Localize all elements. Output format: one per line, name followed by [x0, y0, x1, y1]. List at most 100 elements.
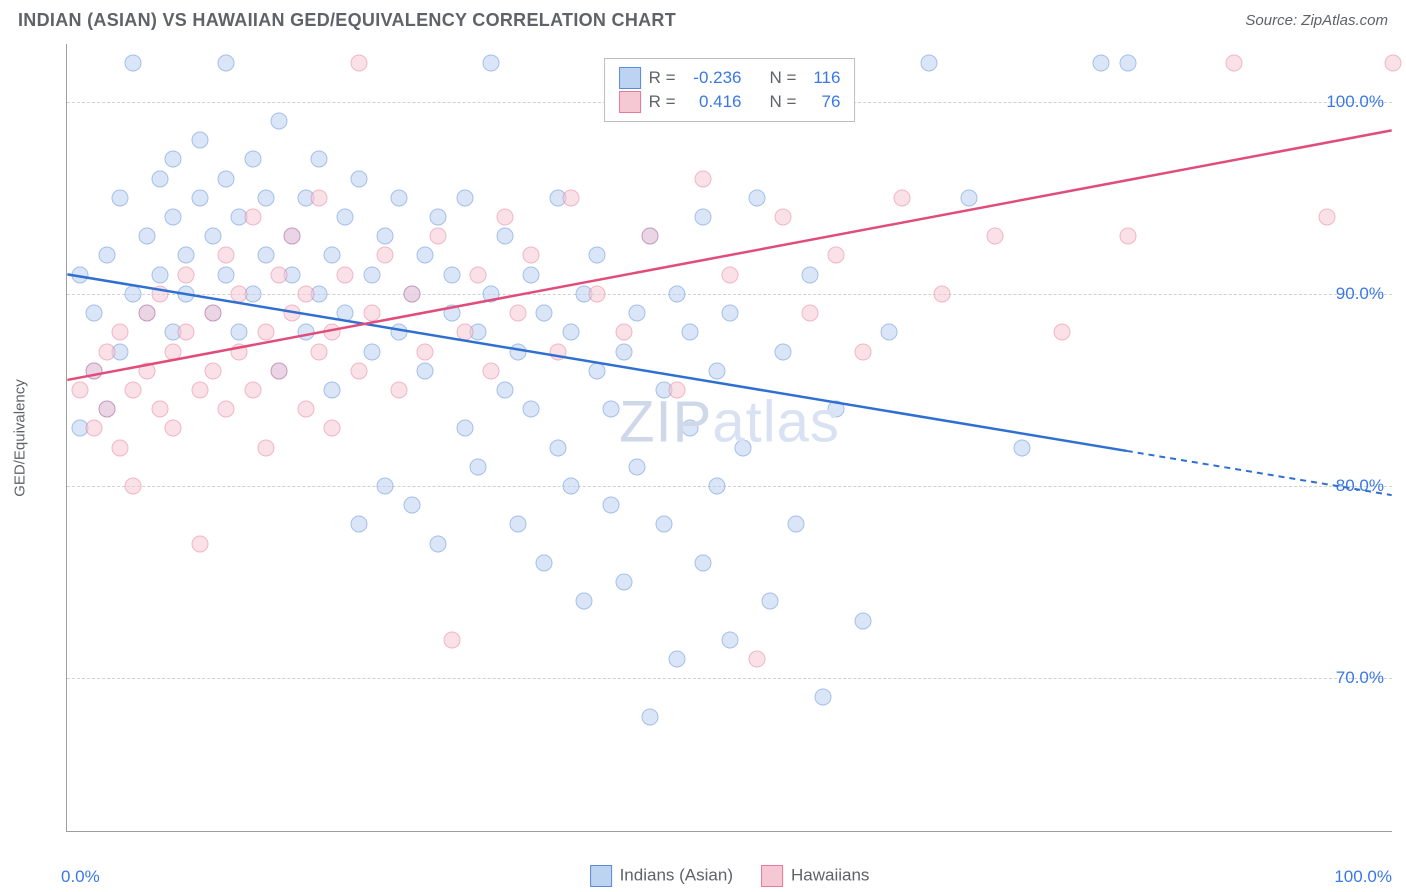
data-point	[151, 170, 168, 187]
data-point	[536, 554, 553, 571]
data-point	[549, 343, 566, 360]
data-point	[682, 324, 699, 341]
data-point	[668, 381, 685, 398]
x-tick-label: 0.0%	[61, 867, 100, 887]
data-point	[430, 535, 447, 552]
data-point	[708, 478, 725, 495]
data-point	[271, 112, 288, 129]
source-label: Source: ZipAtlas.com	[1245, 12, 1388, 29]
data-point	[509, 305, 526, 322]
data-point	[257, 189, 274, 206]
data-point	[722, 305, 739, 322]
data-point	[682, 420, 699, 437]
data-point	[72, 381, 89, 398]
data-point	[204, 228, 221, 245]
data-point	[536, 305, 553, 322]
data-point	[430, 208, 447, 225]
data-point	[1385, 55, 1402, 72]
plot-area: R =-0.236N =116R =0.416N =76 ZIPatlas In…	[66, 44, 1392, 832]
data-point	[204, 362, 221, 379]
data-point	[310, 151, 327, 168]
data-point	[72, 266, 89, 283]
data-point	[178, 285, 195, 302]
data-point	[178, 324, 195, 341]
y-tick-label: 100.0%	[1326, 92, 1384, 112]
y-tick-label: 80.0%	[1336, 476, 1384, 496]
data-point	[854, 343, 871, 360]
data-point	[377, 228, 394, 245]
data-point	[403, 285, 420, 302]
data-point	[165, 151, 182, 168]
data-point	[814, 689, 831, 706]
data-point	[337, 208, 354, 225]
data-point	[191, 189, 208, 206]
data-point	[695, 170, 712, 187]
data-point	[1053, 324, 1070, 341]
data-point	[483, 362, 500, 379]
data-point	[761, 593, 778, 610]
data-point	[509, 343, 526, 360]
data-point	[191, 535, 208, 552]
data-point	[112, 439, 129, 456]
data-point	[496, 381, 513, 398]
data-point	[1013, 439, 1030, 456]
data-point	[417, 247, 434, 264]
data-point	[417, 343, 434, 360]
data-point	[350, 362, 367, 379]
series-legend: Indians (Asian) Hawaiians	[590, 865, 870, 887]
data-point	[801, 266, 818, 283]
data-point	[138, 362, 155, 379]
data-point	[629, 305, 646, 322]
data-point	[257, 324, 274, 341]
data-point	[602, 497, 619, 514]
data-point	[828, 247, 845, 264]
data-point	[98, 343, 115, 360]
y-axis-label: GED/Equivalency	[12, 379, 29, 497]
data-point	[722, 266, 739, 283]
data-point	[854, 612, 871, 629]
legend-swatch	[619, 67, 641, 89]
data-point	[668, 651, 685, 668]
data-point	[483, 285, 500, 302]
gridline	[67, 678, 1392, 679]
data-point	[894, 189, 911, 206]
data-point	[297, 324, 314, 341]
data-point	[417, 362, 434, 379]
data-point	[987, 228, 1004, 245]
legend-row: R =-0.236N =116	[619, 67, 841, 89]
data-point	[470, 266, 487, 283]
legend-swatch	[619, 91, 641, 113]
data-point	[204, 305, 221, 322]
legend-label: Indians (Asian)	[620, 865, 733, 884]
data-point	[191, 132, 208, 149]
data-point	[629, 458, 646, 475]
data-point	[615, 324, 632, 341]
data-point	[589, 247, 606, 264]
data-point	[523, 401, 540, 418]
data-point	[377, 478, 394, 495]
data-point	[496, 228, 513, 245]
data-point	[231, 343, 248, 360]
data-point	[85, 305, 102, 322]
data-point	[85, 362, 102, 379]
data-point	[443, 631, 460, 648]
data-point	[562, 189, 579, 206]
data-point	[881, 324, 898, 341]
data-point	[231, 285, 248, 302]
legend-item: Hawaiians	[761, 865, 869, 887]
data-point	[244, 381, 261, 398]
data-point	[642, 228, 659, 245]
data-point	[350, 516, 367, 533]
data-point	[920, 55, 937, 72]
data-point	[708, 362, 725, 379]
correlation-legend: R =-0.236N =116R =0.416N =76	[604, 58, 856, 122]
data-point	[1119, 55, 1136, 72]
data-point	[138, 228, 155, 245]
data-point	[178, 247, 195, 264]
data-point	[496, 208, 513, 225]
data-point	[443, 305, 460, 322]
data-point	[98, 401, 115, 418]
data-point	[98, 247, 115, 264]
data-point	[151, 266, 168, 283]
data-point	[350, 170, 367, 187]
